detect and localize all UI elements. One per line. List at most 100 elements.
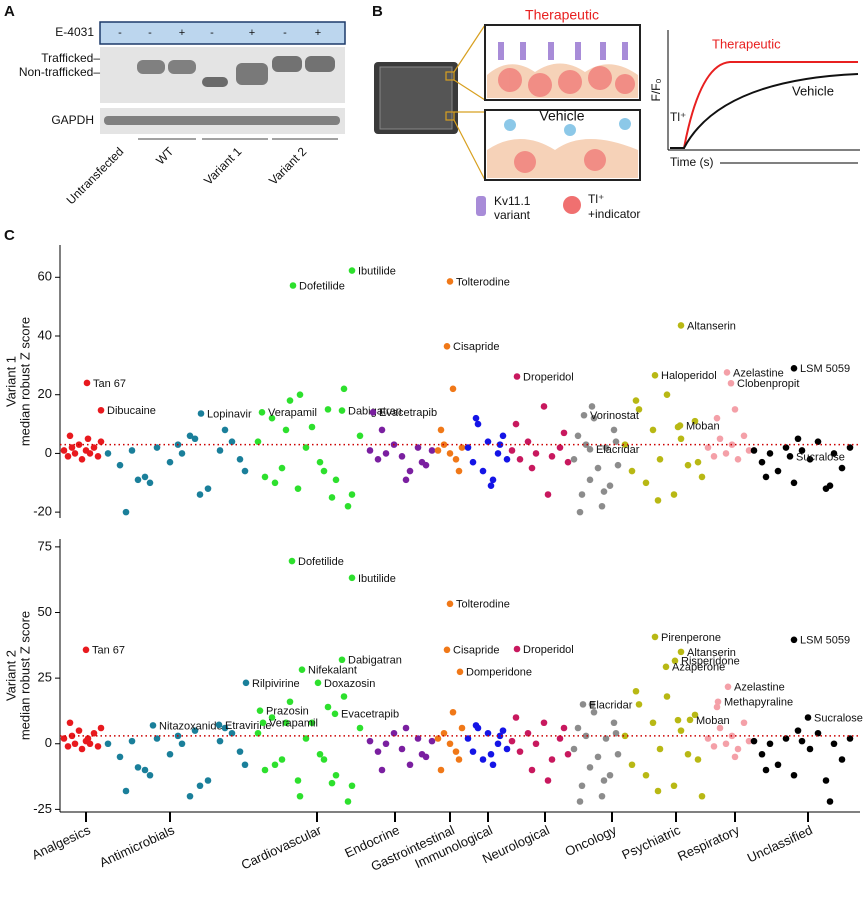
point	[602, 735, 610, 742]
band	[137, 60, 165, 74]
point	[452, 748, 460, 755]
point	[406, 467, 414, 475]
annotated-point	[790, 636, 798, 644]
point	[446, 450, 454, 457]
point	[576, 798, 584, 805]
point	[398, 745, 406, 753]
annotated-point	[804, 714, 812, 721]
point	[487, 482, 495, 490]
y-tick-label: 75	[38, 538, 52, 553]
point	[449, 385, 457, 393]
point	[556, 735, 564, 742]
point	[694, 756, 702, 763]
point	[186, 432, 194, 440]
annotated-point	[443, 646, 451, 654]
legend-indicator-icon	[563, 196, 581, 214]
point	[68, 732, 76, 740]
annotation: Ibutilide	[358, 265, 396, 277]
band	[272, 56, 302, 72]
point	[508, 737, 516, 745]
sign: +	[249, 27, 255, 39]
point	[418, 750, 426, 758]
annotated-point	[446, 600, 454, 608]
x-tick-label: Cardiovascular	[239, 822, 325, 873]
lane-label: Variant 1	[201, 144, 244, 187]
point	[826, 482, 834, 490]
point	[366, 447, 374, 454]
point	[90, 729, 98, 737]
point	[186, 792, 194, 800]
x-tick-label: Analgesics	[29, 822, 93, 862]
point	[632, 397, 640, 404]
point	[398, 453, 406, 460]
point	[340, 385, 348, 393]
point	[221, 724, 229, 732]
point	[191, 727, 199, 734]
point	[241, 467, 249, 475]
point	[241, 761, 249, 769]
point	[698, 473, 706, 481]
zoom-lines	[445, 24, 486, 181]
annotation: Evacetrapib	[379, 407, 437, 419]
point	[814, 438, 822, 445]
annotated-point	[586, 446, 594, 453]
lane-label: Untransfected	[64, 144, 127, 207]
point	[610, 719, 618, 727]
point	[649, 426, 657, 434]
point	[452, 455, 460, 463]
annotation: Droperidol	[523, 644, 574, 656]
annotation: LSM 5059	[800, 635, 850, 647]
point	[548, 756, 556, 763]
point	[691, 417, 699, 425]
annotated-point	[686, 716, 694, 724]
point	[302, 444, 310, 451]
annotation: Rilpivirine	[252, 678, 300, 690]
point	[464, 444, 472, 451]
lane-label: Variant 2	[266, 144, 309, 187]
point	[418, 458, 426, 466]
point	[814, 729, 822, 737]
point	[487, 750, 495, 758]
point	[458, 724, 466, 732]
point	[71, 450, 79, 457]
point	[528, 464, 536, 472]
point	[166, 458, 174, 466]
point	[178, 450, 186, 457]
point	[734, 745, 742, 753]
annotated-point	[314, 679, 322, 687]
point	[806, 455, 814, 463]
lane-label: WT	[153, 144, 177, 168]
point	[790, 771, 798, 779]
point	[153, 444, 161, 451]
point	[745, 737, 753, 745]
point	[146, 771, 154, 779]
bands	[137, 56, 335, 87]
annotation: Verapamil	[268, 407, 317, 419]
point	[588, 701, 596, 708]
x-tick-label: Psychiatric	[619, 822, 683, 862]
point	[716, 724, 724, 732]
point	[642, 479, 650, 487]
point	[278, 756, 286, 763]
point	[216, 737, 224, 745]
point	[564, 458, 572, 466]
sign: -	[210, 27, 214, 39]
point	[556, 444, 564, 451]
annotated-point	[786, 453, 794, 460]
annotation: Pirenperone	[661, 632, 721, 644]
legend-channel-icon	[476, 196, 486, 216]
annotation: Moban	[686, 420, 720, 432]
point	[128, 447, 136, 454]
point	[586, 476, 594, 484]
point	[846, 735, 854, 742]
point	[621, 441, 629, 448]
sign: -	[118, 27, 122, 39]
y-tick-label: 60	[38, 269, 52, 284]
point	[578, 782, 586, 790]
point	[516, 455, 524, 463]
point	[489, 761, 497, 769]
annotation: Elacridar	[596, 444, 640, 456]
blot	[100, 47, 345, 103]
point	[286, 698, 294, 706]
point	[698, 792, 706, 800]
